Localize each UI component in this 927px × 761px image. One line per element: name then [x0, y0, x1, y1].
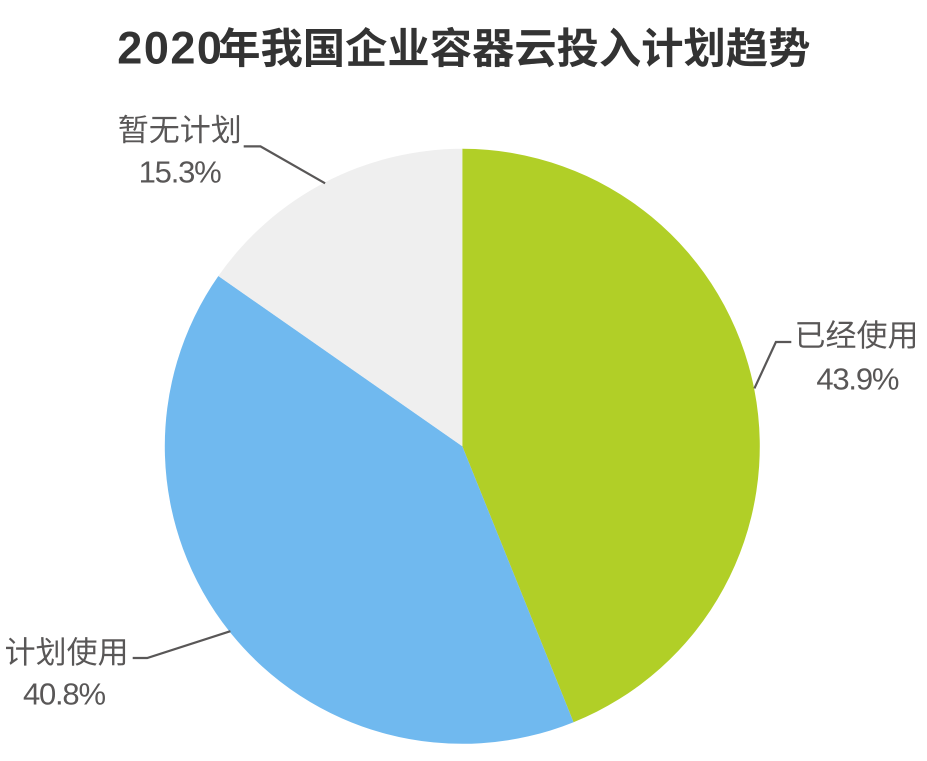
- svg-text:15.3%: 15.3%: [139, 155, 222, 190]
- svg-text:2020: 2020: [117, 23, 223, 74]
- svg-text:40.8%: 40.8%: [23, 676, 106, 711]
- svg-text:43.9%: 43.9%: [816, 361, 899, 396]
